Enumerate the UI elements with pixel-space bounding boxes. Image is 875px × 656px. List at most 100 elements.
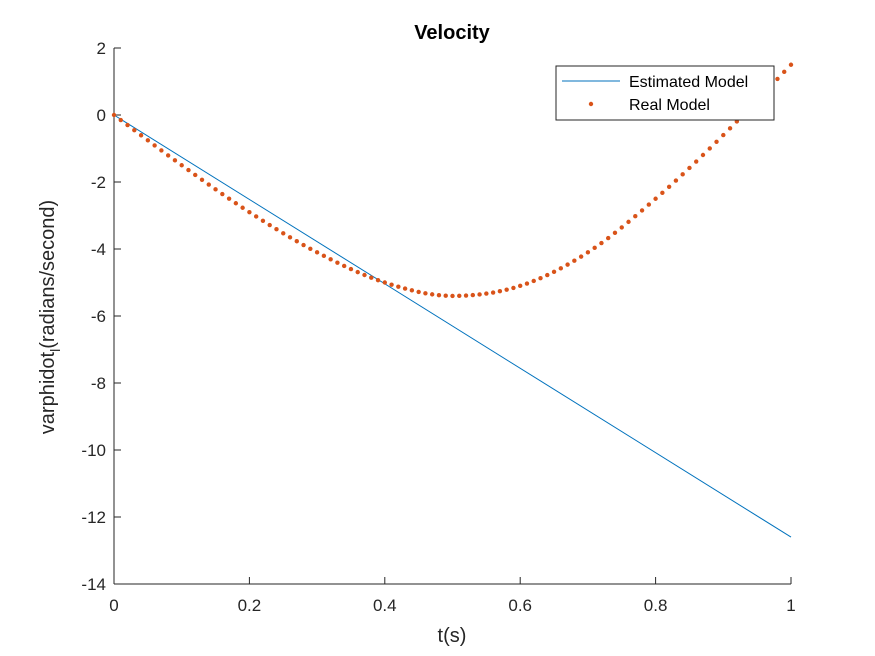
series-point-real-model <box>159 148 164 153</box>
series-point-real-model <box>287 235 293 240</box>
series-point-real-model <box>585 250 591 255</box>
series-point-real-model <box>788 62 794 67</box>
series-point-real-model <box>247 209 252 215</box>
series-point-real-model <box>193 172 198 178</box>
x-tick-label: 1 <box>786 596 795 615</box>
legend-swatch-real-model <box>588 101 594 107</box>
series-point-real-model <box>132 127 137 133</box>
series-point-real-model <box>490 290 496 295</box>
series-point-real-model <box>457 293 462 299</box>
y-tick-label: 2 <box>97 39 106 58</box>
series-point-real-model <box>165 153 171 158</box>
series-point-real-model <box>281 231 286 236</box>
series-point-real-model <box>694 159 699 164</box>
legend-label-estimated-model: Estimated Model <box>629 74 748 91</box>
series-point-real-model <box>138 133 144 138</box>
series-point-real-model <box>612 230 618 236</box>
series-point-real-model <box>619 225 624 230</box>
series-point-real-model <box>355 269 360 275</box>
series-point-real-model <box>700 152 706 158</box>
series-point-real-model <box>524 281 530 286</box>
series-point-real-model <box>267 222 272 228</box>
series-point-real-model <box>606 235 611 241</box>
series-point-real-model <box>369 275 374 280</box>
series-point-real-model <box>145 138 151 143</box>
y-axis-label-rest: (radians/second) <box>37 200 59 349</box>
series-point-real-model <box>511 285 516 291</box>
series-point-real-model <box>551 269 557 275</box>
series-point-real-model <box>375 278 381 283</box>
series-point-real-model <box>633 214 638 219</box>
series-point-real-model <box>673 178 679 183</box>
series-point-real-model <box>687 165 692 171</box>
series-point-real-model <box>226 196 232 201</box>
y-ticks: 2 0 -2 -4 -6 -8 -10 -12 -14 <box>81 39 121 594</box>
series-point-real-model <box>714 139 719 144</box>
series-point-real-model <box>538 275 543 281</box>
series-point-real-model <box>206 182 211 187</box>
series-point-real-model <box>707 146 712 151</box>
series-point-real-model <box>213 187 218 192</box>
series-point-real-model <box>646 202 652 207</box>
series-point-real-model <box>545 272 550 278</box>
series-point-real-model <box>653 196 658 201</box>
legend: Estimated Model Real Model <box>555 65 775 121</box>
series-point-real-model <box>429 292 435 297</box>
y-tick-label: -2 <box>91 173 106 192</box>
series-line-estimated-model <box>113 114 792 538</box>
series-point-real-model <box>274 226 279 232</box>
x-tick-label: 0.2 <box>238 596 262 615</box>
series-point-real-model <box>775 76 780 82</box>
series-point-real-model <box>436 293 442 298</box>
series-point-real-model <box>111 112 117 118</box>
series-point-real-model <box>578 254 584 259</box>
series-point-real-model <box>402 286 408 291</box>
series-point-real-model <box>477 292 482 297</box>
series-point-real-model <box>565 262 570 267</box>
series-point-real-model <box>558 266 564 271</box>
y-tick-label: -4 <box>91 240 106 259</box>
series-point-real-model <box>253 214 259 219</box>
legend-box <box>555 65 775 121</box>
x-tick-label: 0.4 <box>373 596 397 615</box>
series-point-real-model <box>125 122 130 128</box>
series-point-real-model <box>680 172 685 177</box>
y-tick-label: -6 <box>91 307 106 326</box>
series-point-real-model <box>416 289 421 295</box>
series-point-real-model <box>172 158 178 163</box>
series-point-real-model <box>531 278 536 284</box>
series-point-real-model <box>335 260 340 265</box>
series-point-real-model <box>497 289 503 294</box>
y-axis-label-subscript: l <box>47 349 63 352</box>
series-point-real-model <box>721 132 726 138</box>
series-point-real-model <box>782 69 787 75</box>
y-tick-label: -10 <box>81 441 106 460</box>
series-point-real-model <box>409 288 415 293</box>
series-point-real-model <box>660 190 665 196</box>
series-point-real-model <box>450 293 455 299</box>
chart-title: Velocity <box>414 22 490 44</box>
series-point-real-model <box>470 292 476 298</box>
series-point-real-model <box>314 250 320 255</box>
x-tick-label: 0 <box>109 596 118 615</box>
series-point-real-model <box>389 282 394 287</box>
series-point-real-model <box>152 143 157 148</box>
series-point-real-model <box>666 184 672 189</box>
series-point-real-model <box>118 117 123 123</box>
y-axis-label: varphidotl(radians/second) <box>37 200 63 434</box>
series-point-real-model <box>321 253 327 259</box>
series-point-real-model <box>328 257 333 262</box>
y-tick-label: -14 <box>81 575 106 594</box>
series-point-real-model <box>240 205 245 210</box>
series-point-real-model <box>592 245 597 251</box>
series-point-real-model <box>639 208 645 213</box>
series-point-real-model <box>382 280 387 285</box>
series-point-real-model <box>599 240 604 246</box>
series-point-real-model <box>443 293 448 298</box>
series-point-real-model <box>186 167 191 173</box>
series-point-real-model <box>518 283 523 289</box>
x-tick-label: 0.8 <box>644 596 668 615</box>
series-point-real-model <box>220 191 225 197</box>
series-point-real-model <box>233 201 239 206</box>
